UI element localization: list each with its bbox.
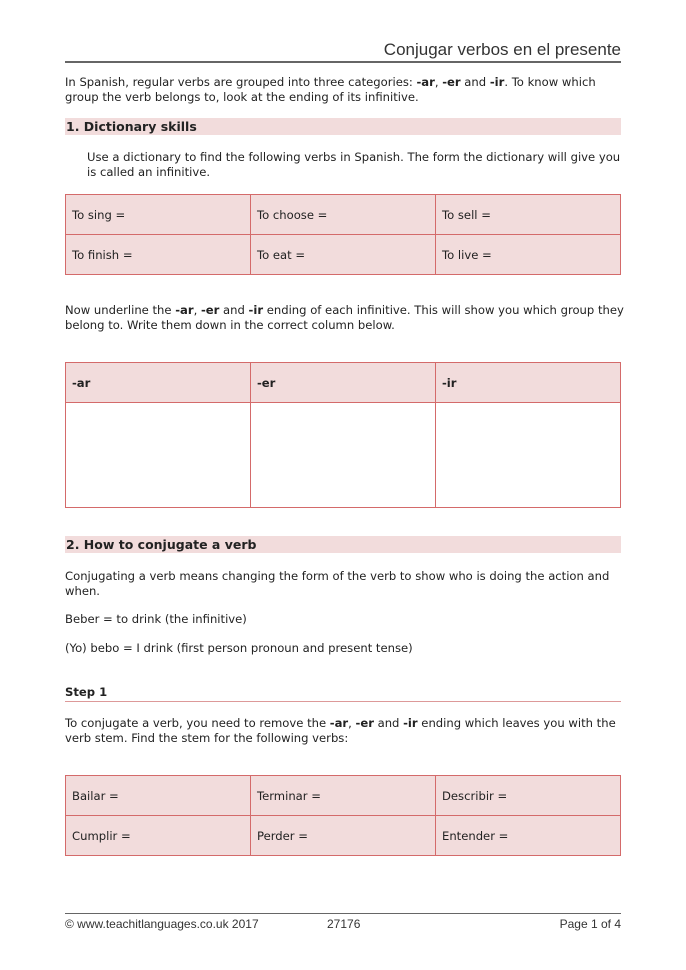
table-cell[interactable]: To live = bbox=[435, 234, 621, 275]
intro-paragraph: In Spanish, regular verbs are grouped in… bbox=[65, 75, 596, 104]
section1-heading: 1. Dictionary skills bbox=[65, 118, 621, 135]
page-title: Conjugar verbos en el presente bbox=[383, 40, 621, 59]
table-cell[interactable]: Bailar = bbox=[65, 775, 251, 816]
table-row: To finish = To eat = To live = bbox=[65, 234, 621, 275]
table-cell[interactable]: Describir = bbox=[435, 775, 621, 816]
step-instruction: To conjugate a verb, you need to remove … bbox=[65, 716, 616, 745]
table-cell[interactable]: Terminar = bbox=[250, 775, 436, 816]
table-cell[interactable]: To finish = bbox=[65, 234, 251, 275]
column-header-ir: -ir bbox=[435, 362, 621, 403]
column-header-ar: -ar bbox=[65, 362, 251, 403]
footer-code: 27176 bbox=[327, 917, 361, 931]
section2-paragraph-1: Conjugating a verb means changing the fo… bbox=[65, 569, 610, 598]
header-rule bbox=[65, 61, 621, 63]
answer-cell-ir[interactable] bbox=[435, 402, 621, 508]
answer-cell-er[interactable] bbox=[250, 402, 436, 508]
table-row: Cumplir = Perder = Entender = bbox=[65, 815, 621, 856]
section1-instruction: Use a dictionary to find the following v… bbox=[87, 150, 621, 179]
dictionary-table: To sing = To choose = To sell = To finis… bbox=[65, 194, 621, 275]
table-header-row: -ar -er -ir bbox=[65, 362, 621, 403]
table-cell[interactable]: Perder = bbox=[250, 815, 436, 856]
ending-groups-table: -ar -er -ir bbox=[65, 362, 621, 508]
table-cell[interactable]: To sell = bbox=[435, 194, 621, 235]
verb-stem-table: Bailar = Terminar = Describir = Cumplir … bbox=[65, 775, 621, 856]
table-cell[interactable]: To choose = bbox=[250, 194, 436, 235]
table-cell[interactable]: Entender = bbox=[435, 815, 621, 856]
section2-heading: 2. How to conjugate a verb bbox=[65, 536, 621, 553]
table-row: Bailar = Terminar = Describir = bbox=[65, 775, 621, 816]
section2-paragraph-2: Beber = to drink (the infinitive) bbox=[65, 612, 247, 626]
section2-paragraph-3: (Yo) bebo = I drink (first person pronou… bbox=[65, 641, 413, 655]
table-cell[interactable]: To sing = bbox=[65, 194, 251, 235]
step-rule bbox=[65, 701, 621, 702]
table-row bbox=[65, 402, 621, 508]
answer-cell-ar[interactable] bbox=[65, 402, 251, 508]
column-header-er: -er bbox=[250, 362, 436, 403]
step-heading: Step 1 bbox=[65, 685, 108, 699]
footer-copyright: © www.teachitlanguages.co.uk 2017 bbox=[65, 917, 259, 931]
footer-page-number: Page 1 of 4 bbox=[559, 917, 621, 931]
footer-rule bbox=[65, 913, 621, 914]
table-cell[interactable]: Cumplir = bbox=[65, 815, 251, 856]
table-cell[interactable]: To eat = bbox=[250, 234, 436, 275]
underline-instruction: Now underline the -ar, -er and -ir endin… bbox=[65, 303, 624, 332]
table-row: To sing = To choose = To sell = bbox=[65, 194, 621, 235]
